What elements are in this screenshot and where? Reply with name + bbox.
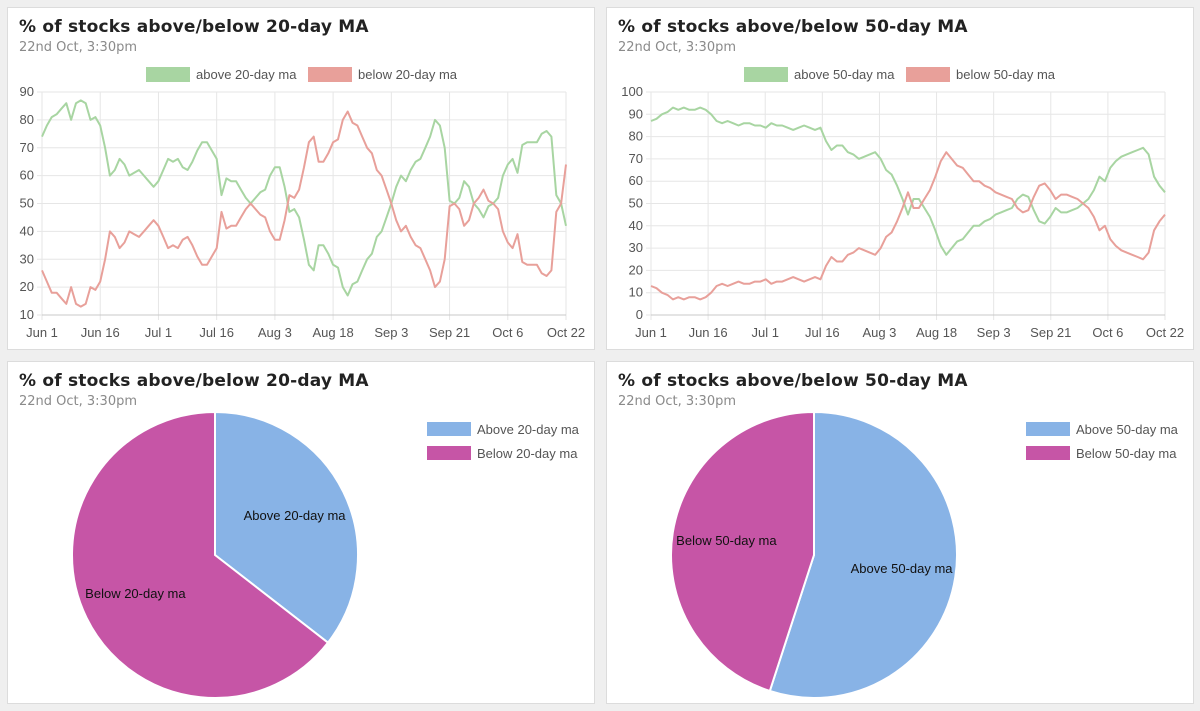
card-subtitle: 22nd Oct, 3:30pm [618, 394, 737, 409]
y-tick-label: 30 [629, 240, 643, 255]
legend-label: Above 50-day ma [1076, 422, 1179, 437]
pie-chart-50day: Above 50-day ma Below 50-day ma Above 50-d… [670, 410, 1179, 699]
x-tick-label: Oct 6 [1092, 325, 1123, 340]
x-tick-label: Oct 22 [1146, 325, 1184, 340]
x-tick-label: Oct 6 [492, 325, 523, 340]
line-chart-50day: 0 10 20 30 40 50 60 70 80 90 100 Jun 1 Jun 16 Jul 1 Ju… [621, 67, 1184, 340]
pie-slice-Below-20-day-ma [71, 410, 330, 699]
series-line-above-20-day-ma [41, 99, 567, 297]
x-tick-label: Aug 18 [916, 325, 957, 340]
legend-label: below 20-day ma [358, 67, 458, 82]
y-tick-label: 60 [629, 173, 643, 188]
series-line-below-50-day-ma [650, 151, 1166, 301]
card-subtitle: 22nd Oct, 3:30pm [19, 40, 138, 55]
x-tick-label: Sep 21 [1030, 325, 1071, 340]
pie-slice-label: Above 20-day ma [244, 508, 347, 523]
legend-swatch [744, 67, 788, 82]
y-tick-label: 20 [20, 279, 34, 294]
x-tick-label: Jul 16 [805, 325, 840, 340]
legend-label: Above 20-day ma [477, 422, 580, 437]
x-tick-label: Jun 16 [689, 325, 728, 340]
y-tick-label: 90 [629, 106, 643, 121]
pie-chart-card-20day: % of stocks above/below 20-day MA 22nd O… [7, 361, 595, 704]
y-tick-label: 50 [629, 196, 643, 211]
card-subtitle: 22nd Oct, 3:30pm [618, 40, 737, 55]
legend-swatch [146, 67, 190, 82]
y-tick-label: 30 [20, 251, 34, 266]
legend-swatch [427, 446, 471, 460]
x-tick-label: Jun 1 [26, 325, 58, 340]
y-tick-label: 100 [621, 84, 643, 99]
pie-slice-Above-50-day-ma [768, 410, 958, 699]
card-title: % of stocks above/below 50-day MA [618, 17, 968, 37]
x-tick-label: Jul 1 [145, 325, 172, 340]
x-tick-label: Sep 3 [374, 325, 408, 340]
x-tick-label: Jun 1 [635, 325, 667, 340]
legend-label: Below 20-day ma [477, 446, 578, 461]
y-tick-label: 40 [20, 223, 34, 238]
y-tick-label: 70 [629, 151, 643, 166]
y-tick-label: 10 [20, 307, 34, 322]
legend-swatch [427, 422, 471, 436]
legend-swatch [308, 67, 352, 82]
line-chart-card-50day: % of stocks above/below 50-day MA 22nd O… [606, 7, 1194, 350]
y-tick-label: 90 [20, 84, 34, 99]
line-chart-20day: 10 20 30 40 50 60 70 80 90 Jun 1 Jun 16 Jul 1 Jul 16… [20, 67, 585, 340]
y-tick-label: 10 [629, 285, 643, 300]
x-tick-label: Jun 16 [81, 325, 120, 340]
legend-swatch [906, 67, 950, 82]
legend-label: below 50-day ma [956, 67, 1056, 82]
x-tick-label: Jul 1 [751, 325, 778, 340]
card-title: % of stocks above/below 50-day MA [618, 371, 968, 391]
legend-label: above 20-day ma [196, 67, 297, 82]
pie-slice-label: Above 50-day ma [851, 561, 954, 576]
legend-swatch [1026, 446, 1070, 460]
series-line-above-50-day-ma [650, 106, 1166, 256]
y-tick-label: 40 [629, 218, 643, 233]
x-tick-label: Oct 22 [547, 325, 585, 340]
pie-chart-card-50day: % of stocks above/below 50-day MA 22nd O… [606, 361, 1194, 704]
series-line-below-20-day-ma [41, 110, 567, 308]
x-tick-label: Aug 3 [862, 325, 896, 340]
y-tick-label: 70 [20, 140, 34, 155]
y-tick-label: 50 [20, 196, 34, 211]
card-subtitle: 22nd Oct, 3:30pm [19, 394, 138, 409]
y-tick-label: 60 [20, 168, 34, 183]
y-tick-label: 20 [629, 262, 643, 277]
x-tick-label: Aug 18 [313, 325, 354, 340]
pie-slice-label: Below 20-day ma [85, 586, 186, 601]
legend-label: above 50-day ma [794, 67, 895, 82]
legend-swatch [1026, 422, 1070, 436]
line-chart-card-20day: % of stocks above/below 20-day MA 22nd O… [7, 7, 595, 350]
x-tick-label: Sep 3 [977, 325, 1011, 340]
x-tick-label: Aug 3 [258, 325, 292, 340]
y-tick-label: 80 [629, 129, 643, 144]
card-title: % of stocks above/below 20-day MA [19, 17, 369, 37]
pie-slice-label: Below 50-day ma [676, 533, 777, 548]
x-tick-label: Jul 16 [199, 325, 234, 340]
pie-slice-Above-20-day-ma [214, 410, 359, 645]
y-tick-label: 0 [636, 307, 643, 322]
legend-label: Below 50-day ma [1076, 446, 1177, 461]
card-title: % of stocks above/below 20-day MA [19, 371, 369, 391]
y-tick-label: 80 [20, 112, 34, 127]
pie-slice-Below-50-day-ma [670, 410, 815, 693]
x-tick-label: Sep 21 [429, 325, 470, 340]
pie-chart-20day: Above 20-day ma Below 20-day ma Above 20-d… [71, 410, 580, 699]
